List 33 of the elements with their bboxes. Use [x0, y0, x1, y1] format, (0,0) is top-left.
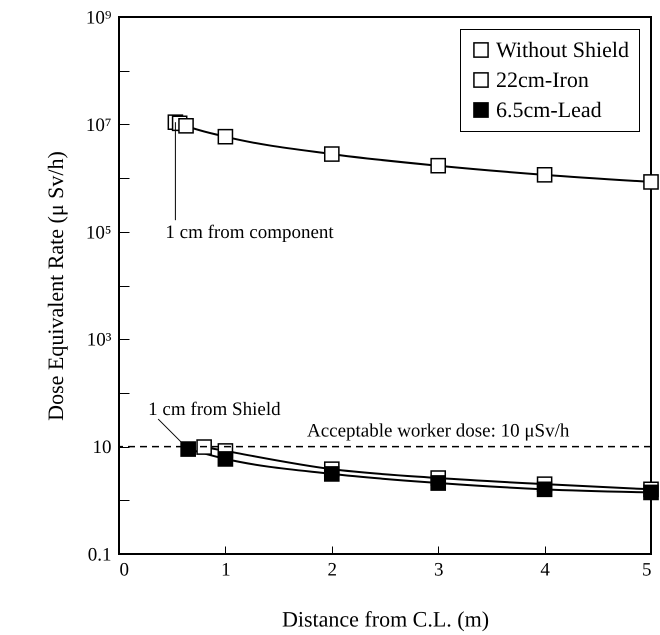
x-tick-label: 3	[434, 560, 444, 580]
legend-label: 6.5cm-Lead	[496, 97, 602, 122]
y-tick-label: 10⁷	[86, 114, 112, 136]
annotation: 1 cm from component	[165, 222, 334, 244]
legend-label: Without Shield	[496, 37, 629, 62]
point	[218, 128, 234, 145]
ref-line-label: Acceptable worker dose: 10 μSv/h	[306, 420, 570, 442]
x-tick-label: 5	[642, 560, 652, 580]
point	[180, 441, 196, 457]
point	[218, 451, 234, 467]
y-tick-label: 10	[92, 437, 112, 458]
point	[536, 482, 552, 498]
annotation: 1 cm from Shield	[148, 399, 282, 420]
point	[324, 466, 340, 482]
point	[536, 167, 552, 183]
y-tick-label: 0.1	[88, 544, 112, 566]
x-axis-title: Distance from C.L. (m)	[282, 606, 490, 632]
point	[324, 146, 340, 162]
point	[196, 439, 212, 455]
x-tick-label: 1	[221, 560, 231, 580]
y-tick-label: 10⁹	[86, 8, 112, 28]
point	[178, 118, 194, 134]
x-tick-label: 4	[540, 560, 550, 580]
x-tick-label: 2	[328, 560, 338, 580]
point	[643, 484, 659, 500]
point	[430, 475, 446, 491]
y-axis-title: Dose Equivalent Rate (μ Sv/h)	[42, 151, 68, 421]
point	[643, 174, 659, 190]
legend-label: 22cm-Iron	[496, 67, 589, 92]
y-tick-label: 10⁵	[86, 222, 112, 244]
y-tick-label: 10³	[86, 330, 112, 351]
x-tick-label: 0	[120, 560, 129, 580]
point	[430, 158, 446, 174]
